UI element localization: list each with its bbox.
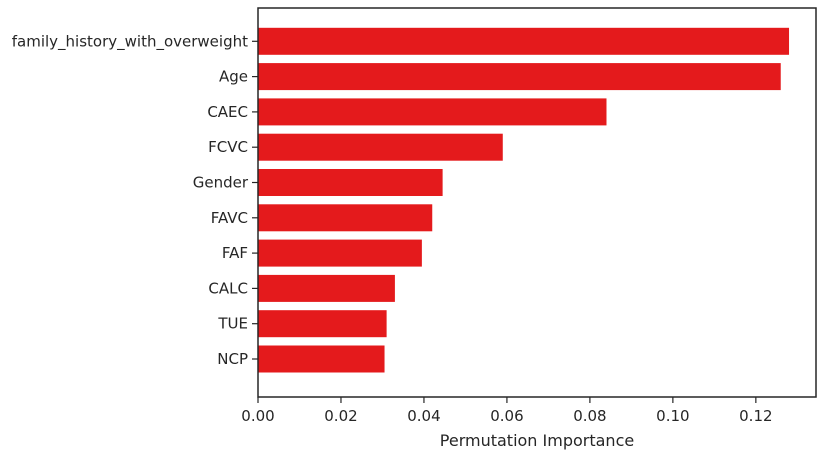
y-tick-label: FAF — [222, 244, 248, 262]
bar-NCP — [258, 345, 385, 373]
y-tick-label: FAVC — [211, 209, 248, 227]
bar-FAF — [258, 239, 422, 267]
y-tick-label: CALC — [208, 279, 248, 297]
y-tick-label: CAEC — [207, 103, 248, 121]
bar-CAEC — [258, 98, 607, 126]
x-tick-label: 0.10 — [656, 407, 689, 425]
bars-group — [258, 27, 790, 373]
bar-family_history_with_overweight — [258, 27, 790, 55]
x-tick-label: 0.06 — [490, 407, 523, 425]
y-tick-label: NCP — [217, 350, 248, 368]
y-tick-label: TUE — [217, 315, 248, 333]
y-axis-ticks: family_history_with_overweight Age CAEC FCV… — [12, 32, 258, 368]
y-tick-label: Age — [219, 68, 248, 86]
x-axis-ticks: 0.00 0.02 0.04 0.06 0.08 0.10 0.12 — [241, 397, 773, 425]
bar-Age — [258, 63, 781, 91]
bar-FCVC — [258, 133, 503, 161]
x-tick-label: 0.02 — [324, 407, 357, 425]
plot-frame — [257, 7, 817, 398]
x-tick-label: 0.04 — [407, 407, 440, 425]
y-tick-label: FCVC — [208, 138, 248, 156]
x-tick-label: 0.12 — [739, 407, 772, 425]
x-tick-label: 0.08 — [573, 407, 606, 425]
bar-TUE — [258, 310, 387, 338]
bar-FAVC — [258, 204, 433, 232]
bar-Gender — [258, 169, 443, 196]
y-tick-label: family_history_with_overweight — [12, 32, 248, 51]
x-tick-label: 0.00 — [241, 407, 274, 425]
y-tick-label: Gender — [193, 174, 249, 192]
x-axis-label: Permutation Importance — [440, 431, 634, 450]
bar-CALC — [258, 274, 395, 302]
